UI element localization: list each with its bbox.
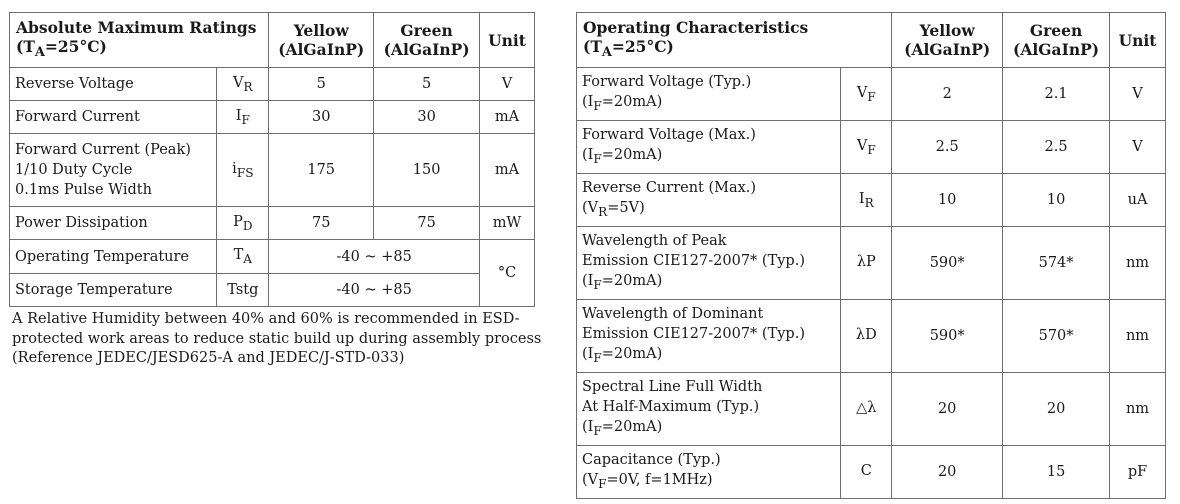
unit-cell: V: [1109, 67, 1166, 121]
unit-cell: mW: [479, 206, 535, 240]
green-value: 20: [1002, 372, 1111, 446]
yellow-value: 5: [268, 67, 375, 101]
green-value: 5: [373, 67, 481, 101]
row-condition: (IF=20mA): [582, 273, 663, 292]
yellow-value: 20: [891, 372, 1004, 446]
table-title-text: Absolute Maximum Ratings: [16, 17, 257, 37]
green-value: 75: [373, 206, 481, 240]
unit-column-header: Unit: [479, 12, 535, 68]
unit-cell: pF: [1109, 445, 1166, 499]
parameter-cell: Wavelength of Dominant Emission CIE127-20…: [575, 299, 842, 373]
table-row: Wavelength of Dominant Emission CIE127-20…: [575, 299, 1166, 373]
parameter-cell: Reverse Current (Max.) (VR=5V): [575, 173, 842, 227]
table-title: Operating Characteristics (TA=25°C): [575, 12, 893, 68]
table-row: Forward Current IF 30 30 mA: [8, 100, 535, 134]
yellow-value: 590*: [891, 226, 1004, 300]
row-condition: (IF=20mA): [582, 346, 663, 365]
yellow-value: 590*: [891, 299, 1004, 373]
row-condition: (IF=20mA): [582, 419, 663, 438]
symbol-cell: IR: [840, 173, 893, 227]
table-row: Power Dissipation PD 75 75 mW: [8, 206, 535, 240]
symbol-cell: PD: [216, 206, 270, 240]
test-condition: (TA=25°C): [583, 36, 674, 61]
green-value: 15: [1002, 445, 1111, 499]
symbol-cell: λD: [840, 299, 893, 373]
yellow-value: 75: [268, 206, 375, 240]
parameter-cell: Wavelength of Peak Emission CIE127-2007* …: [575, 226, 842, 300]
unit-cell: mA: [479, 133, 535, 207]
absolute-maximum-ratings-table: Absolute Maximum Ratings (TA=25°C) Yello…: [8, 12, 535, 307]
green-value: 570*: [1002, 299, 1111, 373]
parameter-cell: Spectral Line Full Width At Half-Maximum …: [575, 372, 842, 446]
green-column-header: Green (AlGaInP): [373, 12, 481, 68]
parameter-cell: Forward Voltage (Typ.) (IF=20mA): [575, 67, 842, 121]
symbol-cell: VF: [840, 67, 893, 121]
unit-cell: uA: [1109, 173, 1166, 227]
yellow-value: 175: [268, 133, 375, 207]
operating-characteristics-table: Operating Characteristics (TA=25°C) Yell…: [575, 12, 1166, 499]
unit-cell: mA: [479, 100, 535, 134]
unit-cell: °C: [479, 239, 535, 307]
symbol-cell: VR: [216, 67, 270, 101]
unit-cell: V: [1109, 120, 1166, 174]
table-row: Spectral Line Full Width At Half-Maximum …: [575, 372, 1166, 446]
row-condition: (VR=5V): [582, 200, 645, 219]
table-row: Reverse Voltage VR 5 5 V: [8, 67, 535, 101]
yellow-value: 2.5: [891, 120, 1004, 174]
yellow-value: 10: [891, 173, 1004, 227]
symbol-cell: Tstg: [216, 273, 270, 307]
table-row: Forward Current (Peak) 1/10 Duty Cycle 0…: [8, 133, 535, 207]
param-operating-temperature: Operating Temperature: [8, 239, 218, 274]
range-value: -40 ~ +85: [268, 273, 481, 307]
symbol-cell: IF: [216, 100, 270, 134]
table-row: Capacitance (Typ.) (VF=0V, f=1MHz) C 20 15 pF: [575, 445, 1166, 499]
unit-cell: nm: [1109, 372, 1166, 446]
table-row: Reverse Current (Max.) (VR=5V) IR 10 10 uA: [575, 173, 1166, 227]
param-forward-current: Forward Current: [8, 100, 218, 134]
row-condition: (IF=20mA): [582, 147, 663, 166]
green-value: 10: [1002, 173, 1111, 227]
table-row: Wavelength of Peak Emission CIE127-2007* …: [575, 226, 1166, 300]
yellow-value: 30: [268, 100, 375, 134]
symbol-cell: iFS: [216, 133, 270, 207]
symbol-cell: C: [840, 445, 893, 499]
table-row: Forward Voltage (Typ.) (IF=20mA) VF 2 2.1 V: [575, 67, 1166, 121]
row-condition: (VF=0V, f=1MHz): [582, 472, 713, 491]
unit-column-header: Unit: [1109, 12, 1166, 68]
table-header-row: Absolute Maximum Ratings (TA=25°C) Yello…: [8, 12, 535, 68]
param-storage-temperature: Storage Temperature: [8, 273, 218, 307]
yellow-column-header: Yellow (AlGaInP): [891, 12, 1004, 68]
symbol-cell: λP: [840, 226, 893, 300]
green-value: 2.1: [1002, 67, 1111, 121]
table-row: Operating Temperature TA -40 ~ +85 °C: [8, 239, 535, 307]
param-reverse-voltage: Reverse Voltage: [8, 67, 218, 101]
green-value: 2.5: [1002, 120, 1111, 174]
green-value: 574*: [1002, 226, 1111, 300]
green-value: 30: [373, 100, 481, 134]
symbol-cell: TA: [216, 239, 270, 274]
unit-cell: nm: [1109, 299, 1166, 373]
humidity-note: A Relative Humidity between 40% and 60% …: [12, 311, 542, 366]
table-header-row: Operating Characteristics (TA=25°C) Yell…: [575, 12, 1166, 68]
yellow-column-header: Yellow (AlGaInP): [268, 12, 375, 68]
yellow-value: 20: [891, 445, 1004, 499]
table-row: Forward Voltage (Max.) (IF=20mA) VF 2.5 2.5 V: [575, 120, 1166, 174]
table-row: Storage Temperature Tstg -40 ~ +85: [8, 273, 535, 307]
parameter-cell: Forward Voltage (Max.) (IF=20mA): [575, 120, 842, 174]
unit-cell: V: [479, 67, 535, 101]
green-column-header: Green (AlGaInP): [1002, 12, 1111, 68]
param-forward-current-peak: Forward Current (Peak) 1/10 Duty Cycle 0…: [8, 133, 218, 207]
param-power-dissipation: Power Dissipation: [8, 206, 218, 240]
parameter-cell: Capacitance (Typ.) (VF=0V, f=1MHz): [575, 445, 842, 499]
symbol-cell: VF: [840, 120, 893, 174]
table-title: Absolute Maximum Ratings (TA=25°C): [8, 12, 270, 68]
range-value: -40 ~ +85: [268, 239, 481, 274]
table-title-text: Operating Characteristics: [583, 17, 809, 37]
unit-cell: nm: [1109, 226, 1166, 300]
row-condition: (IF=20mA): [582, 94, 663, 113]
yellow-value: 2: [891, 67, 1004, 121]
symbol-cell: △λ: [840, 372, 893, 446]
test-condition: (TA=25°C): [16, 36, 107, 61]
green-value: 150: [373, 133, 481, 207]
